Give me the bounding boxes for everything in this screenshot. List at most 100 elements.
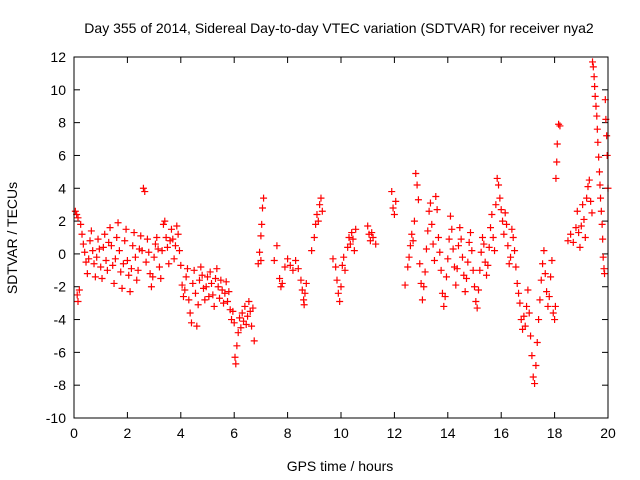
data-point xyxy=(409,237,417,245)
data-point xyxy=(480,240,488,248)
data-point xyxy=(249,304,257,312)
data-point xyxy=(236,314,244,322)
y-tick-label: 4 xyxy=(58,180,66,196)
data-point xyxy=(209,291,217,299)
y-tick-label: 2 xyxy=(58,213,66,229)
data-point xyxy=(336,297,344,305)
data-point xyxy=(413,181,421,189)
data-point xyxy=(338,261,346,269)
data-point xyxy=(475,286,483,294)
data-point xyxy=(473,304,481,312)
data-point xyxy=(592,102,600,110)
data-point xyxy=(273,242,281,250)
data-point xyxy=(174,230,182,238)
data-point xyxy=(190,266,198,274)
y-tick-label: -4 xyxy=(54,312,67,328)
data-point xyxy=(472,297,480,305)
data-point xyxy=(187,319,195,327)
data-point xyxy=(547,273,555,281)
data-point xyxy=(284,255,292,263)
data-point xyxy=(248,322,256,330)
data-point xyxy=(171,242,179,250)
data-point xyxy=(567,230,575,238)
data-point xyxy=(98,275,106,283)
data-point xyxy=(349,235,357,243)
data-point xyxy=(177,261,185,269)
data-point xyxy=(317,194,325,202)
data-point xyxy=(134,266,142,274)
data-point xyxy=(106,224,114,232)
data-point xyxy=(448,225,456,233)
data-point xyxy=(428,220,436,228)
data-point xyxy=(432,192,440,200)
data-point xyxy=(162,234,170,241)
data-point xyxy=(102,256,110,264)
data-point xyxy=(77,220,85,228)
data-point xyxy=(483,271,491,279)
y-tick: 10 xyxy=(50,82,608,98)
data-point xyxy=(119,260,127,268)
data-point xyxy=(454,242,462,250)
data-point xyxy=(221,289,229,297)
data-point xyxy=(110,279,118,287)
data-point xyxy=(131,253,139,261)
x-tick: 12 xyxy=(387,57,402,441)
data-point xyxy=(401,281,409,289)
data-point xyxy=(278,279,286,287)
data-point xyxy=(332,263,340,271)
data-point xyxy=(555,120,563,128)
y-tick-label: -10 xyxy=(46,410,66,426)
data-point xyxy=(485,243,493,251)
data-point xyxy=(410,217,418,225)
data-point xyxy=(74,214,82,222)
data-point xyxy=(89,247,97,255)
x-tick: 10 xyxy=(333,57,349,441)
data-point xyxy=(189,279,197,287)
data-point xyxy=(292,256,300,264)
data-point xyxy=(543,288,551,296)
data-point xyxy=(408,230,416,238)
data-point xyxy=(420,283,428,291)
y-tick-label: 12 xyxy=(50,49,66,65)
data-point xyxy=(484,261,492,269)
data-point xyxy=(111,255,119,263)
data-point xyxy=(469,266,477,274)
data-point xyxy=(238,309,246,317)
data-point xyxy=(79,240,87,248)
data-point xyxy=(589,58,597,66)
data-point xyxy=(169,235,177,243)
data-point xyxy=(145,248,153,256)
data-point xyxy=(520,312,528,320)
data-point xyxy=(234,329,242,337)
y-tick-label: 0 xyxy=(58,246,66,262)
data-point xyxy=(549,309,557,317)
data-point xyxy=(294,265,302,273)
data-point xyxy=(390,211,398,219)
data-point xyxy=(346,240,354,248)
data-point xyxy=(499,217,507,225)
data-point xyxy=(91,273,99,281)
data-point xyxy=(533,339,541,347)
data-point xyxy=(572,224,580,232)
data-point xyxy=(270,256,278,264)
data-point xyxy=(597,194,605,202)
data-point xyxy=(364,222,372,230)
data-point xyxy=(277,283,285,291)
data-point xyxy=(233,342,241,350)
data-point xyxy=(553,158,561,166)
data-point xyxy=(225,288,233,296)
axis-ticks: 0 2 4 6 8 10 12 14 16 18 20 -10 -8 -6 -4 -2 0 2 4 6 8 10 12 xyxy=(46,49,616,441)
data-point xyxy=(194,301,202,309)
data-point xyxy=(97,263,105,271)
data-point xyxy=(93,253,101,261)
data-point xyxy=(345,234,353,241)
y-tick-label: -6 xyxy=(54,344,67,360)
data-point xyxy=(462,275,470,283)
y-tick: 8 xyxy=(58,115,608,131)
data-point xyxy=(117,268,125,276)
data-point xyxy=(191,289,199,297)
data-point xyxy=(167,225,175,233)
data-point xyxy=(318,207,326,215)
data-point xyxy=(193,322,201,330)
data-point xyxy=(536,296,544,304)
